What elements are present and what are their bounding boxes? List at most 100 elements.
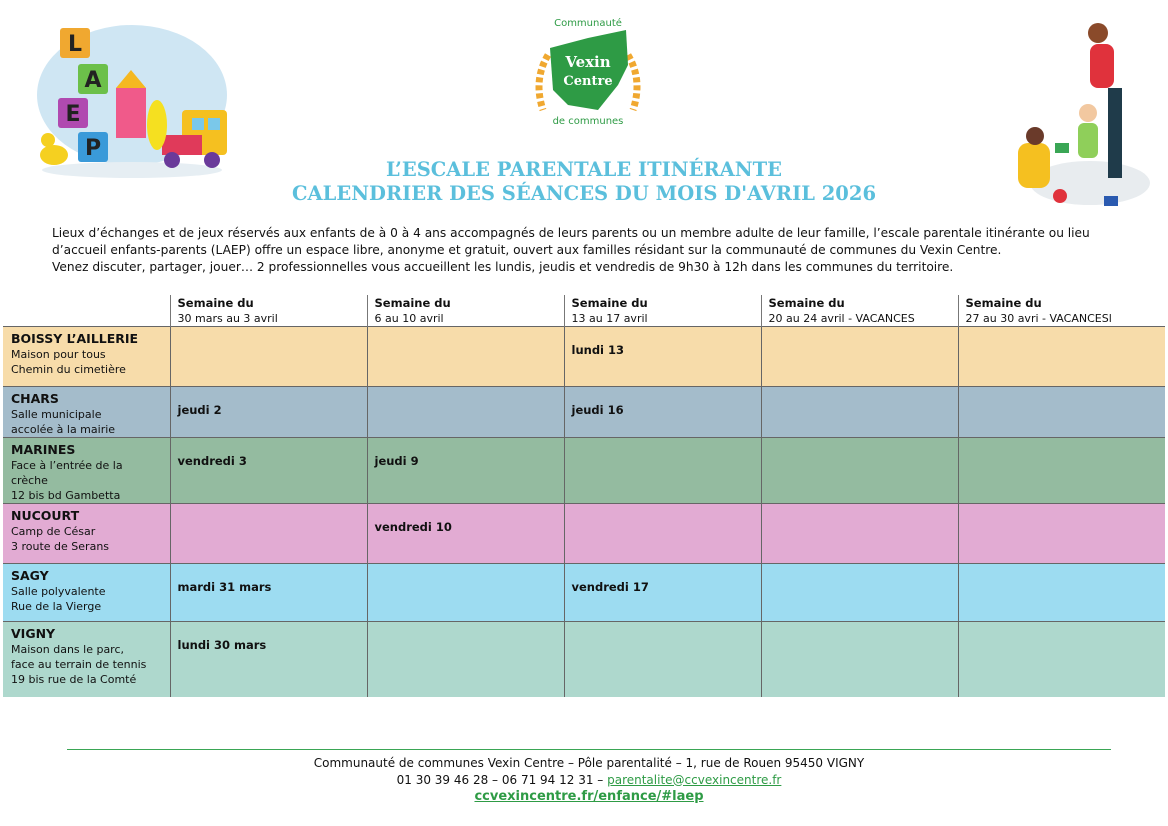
session-cell: [366, 621, 564, 697]
place-cell: BOISSY L’AILLERIE Maison pour tous Chemin …: [3, 326, 170, 387]
session-cell: [366, 563, 564, 622]
svg-text:E: E: [65, 102, 80, 127]
footer-divider: [67, 749, 1111, 750]
session-cell: [957, 437, 1165, 504]
table-row: BOISSY L’AILLERIE Maison pour tous Chemin …: [3, 326, 1165, 387]
title-line-1: L’ESCALE PARENTALE ITINÉRANTE: [386, 158, 782, 181]
place-cell: MARINES Face à l’entrée de la crèche 12 bi…: [3, 437, 170, 504]
address-line: Camp de César: [11, 525, 96, 538]
session-cell: jeudi 2: [169, 386, 367, 438]
commune-name: CHARS: [11, 391, 59, 406]
table-row: MARINES Face à l’entrée de la crèche 12 bi…: [3, 437, 1165, 504]
session-cell: [760, 437, 958, 504]
week-header: Semaine du 30 mars au 3 avril: [169, 295, 367, 327]
week-range: 6 au 10 avril: [374, 312, 444, 325]
footer-website-link[interactable]: ccvexincentre.fr/enfance/#laep: [474, 789, 704, 804]
session-cell: vendredi 17: [563, 563, 761, 622]
logo-text-communes: de communes: [553, 116, 624, 127]
table-row: SAGY Salle polyvalente Rue de la Vierge mar…: [3, 563, 1165, 622]
session-cell: vendredi 3: [169, 437, 367, 504]
footer-phones: 01 30 39 46 28 – 06 71 94 12 31 –: [396, 772, 608, 787]
intro-text: Lieux d’échanges et de jeux réservés aux…: [52, 225, 1122, 276]
family-illustration: [1010, 18, 1160, 218]
intro-paragraph-2: Venez discuter, partager, jouer… 2 profe…: [52, 260, 954, 274]
week-label: Semaine du: [768, 296, 845, 310]
session-cell: [957, 563, 1165, 622]
footer-address: Communauté de communes Vexin Centre – Pô…: [313, 756, 865, 770]
table-row: NUCOURT Camp de César 3 route de Serans ven…: [3, 503, 1165, 564]
session-cell: [366, 326, 564, 387]
laep-illustration: L A E P: [37, 25, 227, 178]
page-title: L’ESCALE PARENTALE ITINÉRANTE CALENDRIER…: [0, 158, 1168, 206]
week-label: Semaine du: [374, 296, 451, 310]
logo-text-centre: Centre: [563, 74, 612, 89]
session-cell: [760, 503, 958, 564]
week-range: 30 mars au 3 avril: [177, 312, 278, 325]
week-label: Semaine du: [177, 296, 254, 310]
session-cell: jeudi 9: [366, 437, 564, 504]
session-cell: [957, 386, 1165, 438]
week-label: Semaine du: [571, 296, 648, 310]
session-cell: mardi 31 mars: [169, 563, 367, 622]
week-range: 20 au 24 avril - VACANCES: [768, 312, 915, 325]
table-row: VIGNY Maison dans le parc, face au terrain…: [3, 621, 1165, 697]
address-line: Face à l’entrée de la crèche: [11, 459, 123, 487]
session-cell: [760, 621, 958, 697]
session-cell: [760, 386, 958, 438]
week-header: Semaine du 13 au 17 avril: [563, 295, 761, 327]
footer-contact: 01 30 39 46 28 – 06 71 94 12 31 – parent…: [0, 772, 1168, 789]
week-header: Semaine du 20 au 24 avril - VACANCES: [760, 295, 958, 327]
session-cell: vendredi 10: [366, 503, 564, 564]
address-line: 19 bis rue de la Comté: [11, 673, 137, 686]
header-empty: [3, 295, 170, 327]
place-cell: SAGY Salle polyvalente Rue de la Vierge: [3, 563, 170, 622]
table-header-row: Semaine du 30 mars au 3 avril Semaine du 6 …: [3, 295, 1165, 327]
session-cell: [957, 326, 1165, 387]
session-cell: jeudi 16: [563, 386, 761, 438]
address-line: 3 route de Serans: [11, 540, 110, 553]
address-line: Chemin du cimetière: [11, 363, 126, 376]
week-header: Semaine du 27 au 30 avri - VACANCESl: [957, 295, 1165, 327]
address-line: 12 bis bd Gambetta: [11, 489, 121, 502]
commune-name: BOISSY L’AILLERIE: [11, 331, 139, 346]
week-range: 13 au 17 avril: [571, 312, 648, 325]
table-row: CHARS Salle municipale accolée à la mairie…: [3, 386, 1165, 438]
logo-text-communaute: Communauté: [554, 17, 622, 29]
commune-name: MARINES: [11, 442, 76, 457]
week-range: 27 au 30 avri - VACANCESl: [965, 312, 1112, 325]
session-cell: lundi 13: [563, 326, 761, 387]
svg-text:P: P: [85, 136, 101, 161]
session-cell: [563, 503, 761, 564]
session-cell: [366, 386, 564, 438]
svg-text:L: L: [68, 32, 82, 57]
address-line: Maison dans le parc,: [11, 643, 125, 656]
address-line: Salle municipale: [11, 408, 102, 421]
footer-email-link[interactable]: parentalite@ccvexincentre.fr: [607, 772, 782, 787]
place-cell: NUCOURT Camp de César 3 route de Serans: [3, 503, 170, 564]
address-line: Rue de la Vierge: [11, 600, 102, 613]
commune-name: NUCOURT: [11, 508, 80, 523]
vexin-centre-logo: Vexin Centre Communauté de communes: [518, 10, 658, 130]
session-cell: [563, 437, 761, 504]
session-cell: [169, 326, 367, 387]
logo-text-vexin: Vexin: [564, 53, 610, 71]
week-label: Semaine du: [965, 296, 1042, 310]
session-cell: [760, 563, 958, 622]
laep-logo: L A E P: [32, 20, 232, 180]
title-line-2: CALENDRIER DES SÉANCES DU MOIS D'AVRIL 2…: [291, 182, 877, 205]
calendar-table: Semaine du 30 mars au 3 avril Semaine du 6 …: [3, 295, 1165, 697]
session-cell: [957, 503, 1165, 564]
address-line: accolée à la mairie: [11, 423, 116, 436]
address-line: Maison pour tous: [11, 348, 106, 361]
place-cell: CHARS Salle municipale accolée à la mairie: [3, 386, 170, 438]
session-cell: [563, 621, 761, 697]
footer: Communauté de communes Vexin Centre – Pô…: [0, 755, 1168, 806]
session-cell: [760, 326, 958, 387]
session-cell: [169, 503, 367, 564]
commune-name: VIGNY: [11, 626, 56, 641]
place-cell: VIGNY Maison dans le parc, face au terrain…: [3, 621, 170, 697]
address-line: Salle polyvalente: [11, 585, 106, 598]
week-header: Semaine du 6 au 10 avril: [366, 295, 564, 327]
commune-name: SAGY: [11, 568, 49, 583]
svg-text:A: A: [84, 68, 101, 93]
